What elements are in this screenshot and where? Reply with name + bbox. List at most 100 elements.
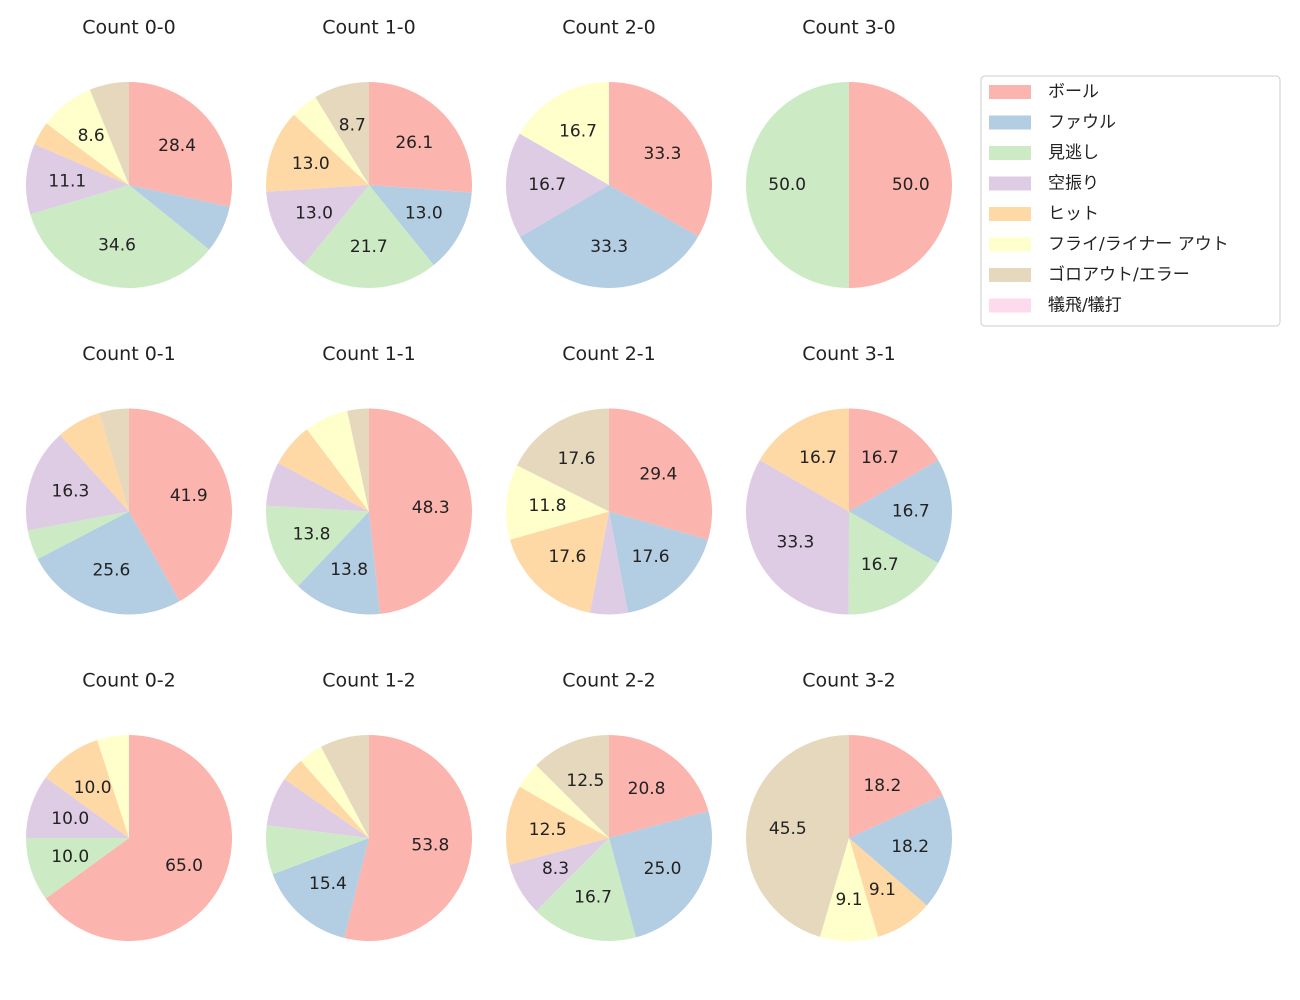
slice-label: 17.6: [632, 547, 670, 567]
pie-slice: [536, 838, 636, 941]
slice-label: 8.3: [542, 859, 569, 879]
pie-slice: [272, 838, 369, 938]
pie-slice: [26, 777, 129, 838]
chart-title: Count 3-1: [802, 343, 896, 365]
pie-slice: [129, 185, 230, 250]
pie-slice: [60, 412, 129, 512]
legend-swatch: [989, 207, 1031, 221]
pie-slice: [25, 434, 129, 531]
pie-slice: [129, 408, 233, 602]
slice-label: 18.2: [863, 776, 901, 796]
pie-slice: [26, 838, 129, 899]
pie-slice: [306, 410, 369, 512]
slice-label: 13.0: [292, 154, 330, 174]
pie-slice: [278, 429, 369, 512]
pie-slice: [45, 740, 129, 838]
pie-slice: [129, 82, 232, 207]
legend-swatch: [989, 237, 1031, 252]
slice-label: 13.8: [330, 560, 368, 580]
slice-label: 34.6: [98, 236, 136, 256]
pie-slice: [848, 511, 939, 615]
legend-swatch: [989, 85, 1031, 99]
slice-label: 8.7: [339, 116, 366, 136]
pie-slice: [300, 746, 369, 838]
pie-slice: [97, 735, 129, 838]
pie-slice: [506, 133, 609, 237]
pie-slice: [849, 795, 953, 906]
slice-label: 33.3: [777, 532, 815, 552]
pie-slice: [266, 825, 369, 875]
slice-label: 25.0: [644, 859, 682, 879]
pie-slice: [509, 511, 609, 613]
legend-label: ヒット: [1048, 204, 1099, 224]
pie-slice: [45, 735, 233, 942]
pie-slice: [321, 735, 369, 838]
chart-title: Count 1-0: [322, 17, 416, 39]
legend-swatch: [989, 146, 1031, 160]
pie-slice: [266, 505, 369, 587]
pie-slice: [759, 408, 849, 512]
slice-label: 50.0: [892, 175, 930, 195]
pie-slice: [298, 511, 380, 615]
chart-title: Count 3-2: [802, 670, 896, 692]
slice-label: 16.7: [892, 502, 930, 522]
slice-label: 13.0: [295, 203, 333, 223]
pie-slice: [347, 408, 369, 512]
pie-slice: [849, 838, 927, 937]
chart-title: Count 0-2: [82, 670, 176, 692]
pie-slice: [27, 511, 129, 560]
slice-label: 65.0: [165, 856, 203, 876]
pie-slice: [369, 408, 472, 614]
slice-label: 26.1: [395, 133, 433, 153]
slice-label: 11.8: [529, 496, 567, 516]
pie-slice: [609, 82, 712, 237]
pie-slice: [344, 735, 472, 941]
slice-label: 33.3: [644, 144, 682, 164]
slice-label: 9.1: [869, 880, 896, 900]
pie-slice: [99, 408, 129, 512]
pie-slice: [266, 463, 369, 512]
pie-slice: [303, 185, 434, 289]
slice-label: 16.7: [861, 555, 899, 575]
chart-title: Count 2-2: [562, 670, 656, 692]
slice-label: 48.3: [412, 498, 450, 518]
legend-label: ゴロアウト/エラー: [1048, 264, 1190, 285]
legend-label: 空振り: [1048, 174, 1099, 194]
pie-slice: [293, 97, 369, 185]
slice-label: 8.6: [78, 126, 105, 146]
slice-label: 10.0: [51, 809, 89, 829]
pie-slice: [266, 185, 369, 265]
legend-label: 見逃し: [1048, 143, 1099, 163]
slice-label: 10.0: [74, 778, 112, 798]
chart-title: Count 0-1: [82, 343, 176, 365]
pie-slice: [609, 511, 709, 613]
pie-slice: [589, 511, 629, 615]
slice-label: 13.0: [405, 204, 443, 224]
slice-label: 16.7: [559, 122, 597, 142]
chart-title: Count 2-1: [562, 343, 656, 365]
pie-slice: [369, 185, 472, 266]
pie-slice: [609, 811, 713, 938]
chart-title: Count 1-2: [322, 670, 416, 692]
pie-slice: [25, 144, 130, 215]
legend-label: ファウル: [1048, 113, 1116, 133]
legend-swatch: [989, 115, 1031, 130]
pie-slice: [609, 408, 713, 540]
pie-slice: [506, 786, 609, 865]
pie-slice: [89, 82, 129, 185]
chart-title: Count 1-1: [322, 343, 416, 365]
slice-label: 10.0: [51, 847, 89, 867]
slice-label: 25.6: [92, 561, 130, 581]
pie-slice: [536, 735, 609, 838]
pie-slice: [516, 408, 609, 512]
legend-swatch: [989, 298, 1031, 313]
slice-label: 13.8: [293, 524, 331, 544]
legend-swatch: [989, 176, 1031, 191]
slice-label: 53.8: [411, 835, 449, 855]
chart-title: Count 0-0: [82, 17, 176, 39]
slice-label: 16.7: [799, 448, 837, 468]
legend-swatch: [989, 268, 1031, 282]
pie-slice: [37, 511, 180, 615]
slice-label: 9.1: [835, 890, 862, 910]
